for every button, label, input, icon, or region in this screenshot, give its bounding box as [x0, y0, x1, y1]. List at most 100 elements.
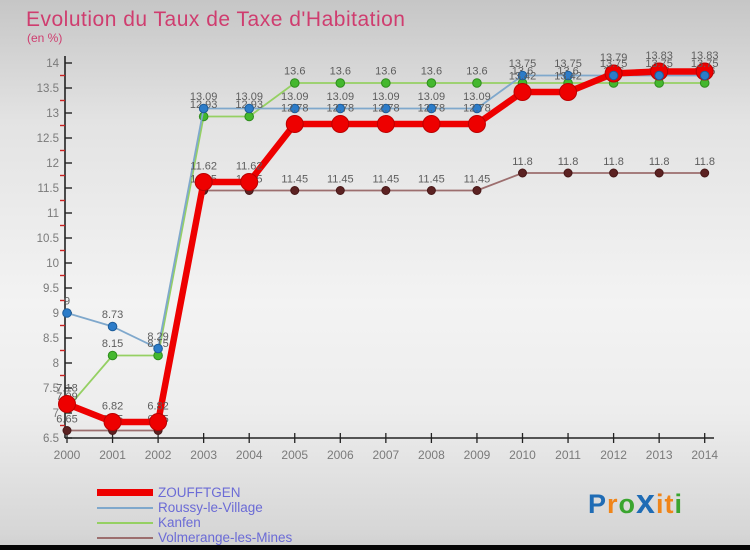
chart-legend: ZOUFFTGEN Roussy-le-Village Kanfen Volmeran…	[97, 485, 292, 545]
data-label-kanfen-2007: 13.6	[375, 66, 396, 78]
data-label-zoufftgen-2009: 12.78	[463, 103, 491, 115]
data-label-volmerange-les-mines-2007: 11.45	[372, 174, 399, 186]
data-point-roussy-le-village-2006	[335, 103, 346, 114]
data-label-roussy-le-village-2007: 13.09	[372, 91, 400, 103]
data-point-volmerange-les-mines-2000	[62, 426, 72, 435]
data-label-roussy-le-village-2013: 13.75	[645, 58, 673, 70]
data-point-volmerange-les-mines-2011	[563, 168, 573, 178]
legend-label: Kanfen	[158, 514, 201, 530]
data-label-volmerange-les-mines-2008: 11.45	[418, 174, 445, 186]
data-label-kanfen-2006: 13.6	[330, 66, 351, 78]
x-tick-label: 2012	[600, 448, 627, 462]
data-point-kanfen-2001	[107, 350, 118, 361]
data-point-volmerange-les-mines-2014	[700, 168, 710, 178]
data-point-roussy-le-village-2010	[517, 70, 528, 81]
data-label-zoufftgen-2011: 13.42	[554, 71, 582, 83]
y-tick-label: 10.5	[37, 233, 59, 245]
logo-letter-3: x	[636, 483, 656, 521]
legend-label: Volmerange-les-Mines	[158, 529, 293, 545]
data-point-roussy-le-village-2007	[381, 103, 391, 114]
data-label-roussy-le-village-2003: 13.09	[190, 91, 218, 103]
data-label-roussy-le-village-2011: 13.75	[554, 58, 582, 70]
data-point-zoufftgen-2000	[58, 395, 76, 413]
x-tick-label: 2003	[190, 448, 217, 462]
data-point-zoufftgen-2005	[285, 115, 304, 133]
data-label-kanfen-2008: 13.6	[421, 66, 442, 78]
chart-subtitle: (en %)	[27, 31, 63, 45]
data-point-kanfen-2004	[244, 111, 254, 122]
data-point-kanfen-2007	[381, 78, 391, 88]
data-label-roussy-le-village-2008: 13.09	[418, 91, 446, 103]
x-tick-label: 2008	[418, 448, 445, 462]
legend-swatch-zoufftgen	[97, 489, 153, 496]
data-label-roussy-le-village-2002: 8.29	[147, 331, 168, 343]
data-point-volmerange-les-mines-2013	[654, 168, 664, 178]
data-point-roussy-le-village-2014	[699, 70, 710, 81]
data-point-zoufftgen-2002	[149, 413, 168, 431]
x-tick-label: 2010	[509, 448, 536, 462]
data-label-roussy-le-village-2005: 13.09	[281, 91, 309, 103]
chart-title: Evolution du Taux de Taxe d'Habitation	[26, 8, 406, 31]
x-tick-label: 2014	[691, 448, 718, 462]
logo-letter-4: i	[655, 489, 665, 519]
data-point-roussy-le-village-2013	[654, 70, 664, 81]
data-label-roussy-le-village-2014: 13.75	[691, 58, 719, 70]
y-tick-label: 8.5	[43, 333, 59, 345]
legend-label: ZOUFFTGEN	[158, 484, 241, 500]
data-label-roussy-le-village-2006: 13.09	[327, 91, 355, 103]
data-point-zoufftgen-2008	[422, 115, 441, 133]
y-tick-label: 6.5	[43, 433, 59, 445]
logo-letter-6: i	[674, 489, 683, 519]
data-point-zoufftgen-2006	[331, 115, 350, 133]
y-tick-label: 10	[46, 258, 59, 270]
data-point-roussy-le-village-2001	[107, 321, 118, 332]
legend-label: Roussy-le-Village	[158, 499, 263, 515]
data-label-zoufftgen-2012: 13.79	[600, 52, 628, 64]
x-tick-label: 2009	[464, 448, 491, 462]
data-point-roussy-le-village-2008	[426, 103, 437, 114]
data-label-zoufftgen-2001: 6.82	[102, 401, 123, 413]
x-tick-label: 2013	[646, 448, 673, 462]
data-label-kanfen-2009: 13.6	[466, 66, 487, 78]
y-tick-label: 11.5	[37, 183, 59, 195]
x-tick-label: 2001	[99, 448, 126, 462]
data-label-zoufftgen-2006: 12.78	[327, 103, 355, 115]
logo-letter-0: P	[588, 489, 608, 519]
data-point-volmerange-les-mines-2007	[381, 186, 391, 195]
legend-swatch-roussy-le-village	[97, 506, 153, 509]
data-point-kanfen-2009	[472, 78, 482, 88]
x-tick-label: 2006	[327, 448, 354, 462]
logo-letter-5: t	[664, 489, 675, 519]
data-point-zoufftgen-2011	[559, 83, 578, 101]
x-tick-label: 2002	[145, 448, 172, 462]
data-point-kanfen-2008	[426, 78, 437, 88]
data-label-zoufftgen-2004: 11.62	[236, 161, 263, 173]
data-label-volmerange-les-mines-2005: 11.45	[281, 174, 308, 186]
tax-rate-line-chart: 6.5 7 7.5 8 8.5 9 9.5 10 10.5 11 11.5 12 12.5 13 13.5 1…	[37, 50, 719, 462]
data-label-roussy-le-village-2009: 13.09	[463, 91, 491, 103]
data-point-zoufftgen-2004	[240, 173, 259, 191]
y-tick-label: 9	[53, 308, 59, 320]
data-label-roussy-le-village-2012: 13.75	[600, 58, 628, 70]
data-label-volmerange-les-mines-2006: 11.45	[327, 174, 354, 186]
data-point-roussy-le-village-2011	[563, 70, 573, 81]
y-tick-label: 13	[46, 108, 59, 120]
data-label-zoufftgen-2008: 12.78	[418, 103, 446, 115]
bottom-border-bar	[0, 545, 750, 550]
y-tick-label: 7	[53, 408, 59, 420]
x-tick-label: 2007	[372, 448, 399, 462]
logo-letter-1: r	[607, 489, 619, 519]
data-label-kanfen-2005: 13.6	[284, 66, 305, 78]
data-point-volmerange-les-mines-2008	[426, 186, 436, 195]
data-point-zoufftgen-2009	[467, 115, 486, 133]
data-label-volmerange-les-mines-2012: 11.8	[603, 156, 624, 168]
data-point-zoufftgen-2007	[376, 115, 395, 133]
legend-item-roussy-le-village: Roussy-le-Village	[97, 500, 292, 515]
data-label-zoufftgen-2007: 12.78	[372, 103, 400, 115]
y-tick-label: 9.5	[43, 283, 59, 295]
data-label-volmerange-les-mines-2010: 11.8	[512, 156, 533, 168]
data-point-roussy-le-village-2005	[289, 103, 300, 114]
y-tick-label: 12	[46, 158, 59, 170]
data-point-roussy-le-village-2009	[472, 103, 482, 114]
data-label-volmerange-les-mines-2014: 11.8	[694, 156, 715, 168]
